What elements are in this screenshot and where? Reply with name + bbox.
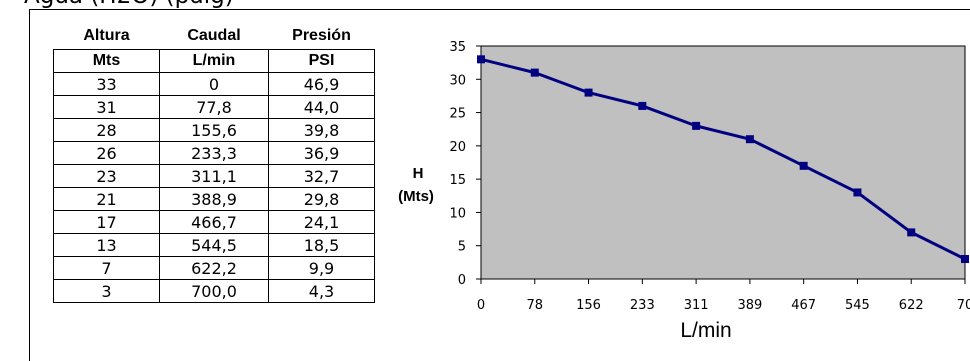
series-line — [480, 57, 966, 261]
data-point-marker — [692, 121, 701, 130]
x-axis-label: L/min — [680, 319, 731, 342]
x-tick-label: 70 — [957, 298, 970, 313]
x-tick-label: 545 — [845, 298, 870, 313]
y-tick-label: 35 — [449, 40, 466, 55]
y-tick-label: 30 — [449, 73, 466, 88]
cell-caudal: 544,5 — [159, 233, 269, 257]
data-point-marker — [477, 55, 485, 64]
cell-presion: 36,9 — [268, 141, 375, 165]
cell-caudal: 700,0 — [159, 279, 269, 303]
x-tick-label: 622 — [899, 298, 924, 313]
x-tick-label: 467 — [791, 298, 816, 313]
y-tick-label: 5 — [458, 240, 466, 255]
table-row: 31 77,8 44,0 — [53, 95, 375, 119]
y-axis-label-unit: (Mts) — [398, 188, 434, 205]
cell-presion: 32,7 — [268, 164, 375, 188]
cell-altura: 3 — [53, 279, 160, 303]
cell-caudal: 155,6 — [159, 118, 269, 142]
data-point-marker — [745, 135, 754, 144]
unit-mts: Mts — [53, 49, 160, 73]
cell-presion: 46,9 — [268, 72, 375, 96]
y-tick-label: 20 — [449, 140, 466, 155]
cell-presion: 4,3 — [268, 279, 375, 303]
data-point-marker — [530, 68, 539, 77]
x-tick-label: 311 — [684, 298, 709, 313]
x-tick-label: 78 — [527, 298, 544, 313]
cell-altura: 31 — [53, 95, 160, 119]
data-point-marker — [853, 188, 862, 197]
x-tick-label: 233 — [630, 298, 655, 313]
y-tick-label: 10 — [449, 206, 466, 221]
table-header-row: Altura Caudal Presión — [54, 23, 375, 50]
table-units-row: Mts L/min PSI — [53, 49, 375, 73]
data-point-marker — [584, 88, 593, 97]
cell-caudal: 311,1 — [159, 164, 269, 188]
table-row: 28 155,6 39,8 — [53, 118, 375, 142]
header-altura: Altura — [83, 27, 130, 44]
pump-curve-table: Altura Caudal Presión Mts L/min PSI 33 0 4… — [53, 23, 375, 303]
header-presion: Presión — [292, 27, 351, 44]
header-caudal: Caudal — [187, 27, 241, 44]
cell-caudal: 466,7 — [159, 210, 269, 234]
y-axis-label-h: H — [413, 165, 424, 182]
data-point-marker — [638, 101, 647, 110]
y-tick-label: 0 — [458, 273, 466, 288]
data-point-marker — [799, 161, 808, 170]
x-tick-label: 389 — [737, 298, 762, 313]
x-tick-label: 0 — [477, 298, 485, 313]
cell-altura: 26 — [53, 141, 160, 165]
cell-presion: 44,0 — [268, 95, 375, 119]
header-strip: Agua (H2O) (pulg) — [0, 0, 970, 9]
table-row: 23 311,1 32,7 — [53, 164, 375, 188]
y-tick-label: 15 — [449, 173, 466, 188]
table-row: 7 622,2 9,9 — [53, 256, 375, 280]
table-row: 3 700,0 4,3 — [53, 279, 375, 303]
cell-caudal: 622,2 — [159, 256, 269, 280]
data-point-marker — [907, 228, 916, 237]
y-tick-label: 25 — [449, 107, 466, 122]
data-point-marker — [961, 255, 969, 264]
cell-altura: 7 — [53, 256, 160, 280]
plot-area — [480, 45, 966, 280]
table-row: 33 0 46,9 — [53, 72, 375, 96]
header-title: Agua (H2O) (pulg) — [24, 0, 234, 8]
figure-frame — [29, 9, 970, 361]
cell-presion: 29,8 — [268, 187, 375, 211]
cell-presion: 9,9 — [268, 256, 375, 280]
unit-psi: PSI — [268, 49, 375, 73]
x-tick-label: 156 — [576, 298, 601, 313]
